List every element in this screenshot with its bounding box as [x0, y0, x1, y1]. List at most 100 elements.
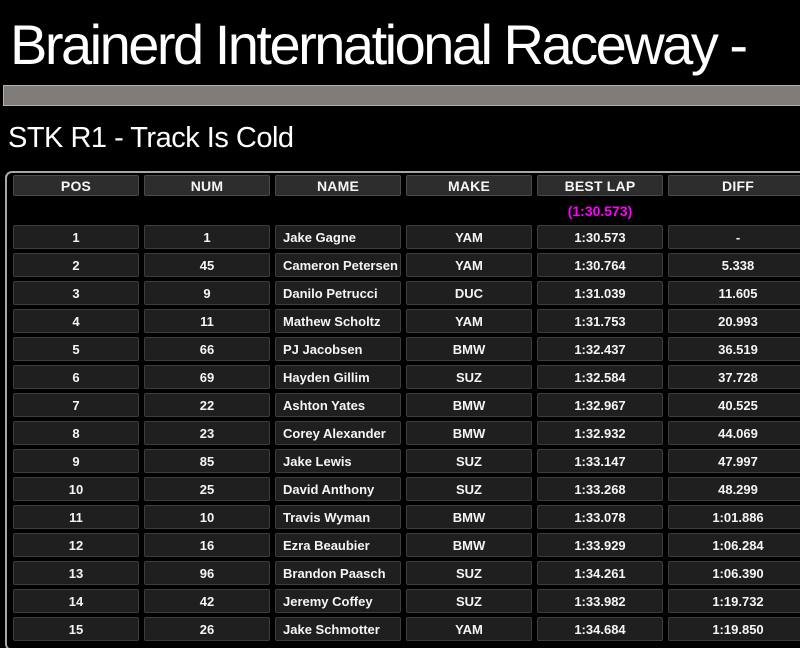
cell-best-lap: 1:31.753 — [537, 309, 663, 333]
cell-name: Jake Gagne — [275, 225, 401, 249]
table-row: 5 66 PJ Jacobsen BMW 1:32.437 36.519 — [13, 337, 800, 361]
cell-make: SUZ — [406, 589, 532, 613]
cell-name: Jeremy Coffey — [275, 589, 401, 613]
cell-pos: 7 — [13, 393, 139, 417]
cell-make: SUZ — [406, 561, 532, 585]
cell-best-lap: 1:32.967 — [537, 393, 663, 417]
cell-best-lap: 1:33.929 — [537, 533, 663, 557]
cell-name: Danilo Petrucci — [275, 281, 401, 305]
cell-best-lap: 1:30.764 — [537, 253, 663, 277]
column-header-name: NAME — [275, 175, 401, 196]
table-row: 15 26 Jake Schmotter YAM 1:34.684 1:19.8… — [13, 617, 800, 641]
cell-name: Cameron Petersen — [275, 253, 401, 277]
cell-diff: 1:19.850 — [668, 617, 800, 641]
cell-diff: 37.728 — [668, 365, 800, 389]
cell-name: Jake Schmotter — [275, 617, 401, 641]
table-row: 7 22 Ashton Yates BMW 1:32.967 40.525 — [13, 393, 800, 417]
cell-make: YAM — [406, 253, 532, 277]
cell-num: 85 — [144, 449, 270, 473]
cell-diff: 20.993 — [668, 309, 800, 333]
results-table: POS NUM NAME MAKE BEST LAP DIFF (1:30.57… — [5, 171, 800, 648]
table-row: 6 69 Hayden Gillim SUZ 1:32.584 37.728 — [13, 365, 800, 389]
cell-num: 25 — [144, 477, 270, 501]
cell-best-lap: 1:31.039 — [537, 281, 663, 305]
cell-pos: 4 — [13, 309, 139, 333]
cell-pos: 11 — [13, 505, 139, 529]
fastest-lap-row: (1:30.573) — [13, 200, 800, 221]
fastest-lap-spacer — [13, 200, 139, 221]
cell-num: 26 — [144, 617, 270, 641]
cell-diff: 1:19.732 — [668, 589, 800, 613]
cell-name: Brandon Paasch — [275, 561, 401, 585]
cell-best-lap: 1:32.932 — [537, 421, 663, 445]
cell-diff: 36.519 — [668, 337, 800, 361]
cell-best-lap: 1:33.147 — [537, 449, 663, 473]
cell-make: YAM — [406, 225, 532, 249]
cell-diff: 1:06.284 — [668, 533, 800, 557]
table-row: 10 25 David Anthony SUZ 1:33.268 48.299 — [13, 477, 800, 501]
cell-name: Jake Lewis — [275, 449, 401, 473]
fastest-lap-spacer — [668, 200, 800, 221]
cell-num: 69 — [144, 365, 270, 389]
cell-num: 1 — [144, 225, 270, 249]
table-row: 2 45 Cameron Petersen YAM 1:30.764 5.338 — [13, 253, 800, 277]
cell-num: 23 — [144, 421, 270, 445]
cell-pos: 10 — [13, 477, 139, 501]
cell-best-lap: 1:34.684 — [537, 617, 663, 641]
cell-num: 42 — [144, 589, 270, 613]
cell-diff: 5.338 — [668, 253, 800, 277]
fastest-lap-spacer — [144, 200, 270, 221]
cell-name: David Anthony — [275, 477, 401, 501]
cell-best-lap: 1:33.268 — [537, 477, 663, 501]
cell-make: SUZ — [406, 449, 532, 473]
cell-diff: 48.299 — [668, 477, 800, 501]
cell-make: BMW — [406, 533, 532, 557]
table-row: 3 9 Danilo Petrucci DUC 1:31.039 11.605 — [13, 281, 800, 305]
cell-diff: 11.605 — [668, 281, 800, 305]
cell-make: SUZ — [406, 365, 532, 389]
cell-diff: 1:01.886 — [668, 505, 800, 529]
cell-best-lap: 1:30.573 — [537, 225, 663, 249]
cell-best-lap: 1:32.584 — [537, 365, 663, 389]
cell-pos: 8 — [13, 421, 139, 445]
table-row: 14 42 Jeremy Coffey SUZ 1:33.982 1:19.73… — [13, 589, 800, 613]
cell-make: YAM — [406, 309, 532, 333]
cell-make: BMW — [406, 505, 532, 529]
cell-pos: 1 — [13, 225, 139, 249]
cell-name: Travis Wyman — [275, 505, 401, 529]
cell-num: 22 — [144, 393, 270, 417]
cell-name: Corey Alexander — [275, 421, 401, 445]
cell-name: Mathew Scholtz — [275, 309, 401, 333]
cell-pos: 2 — [13, 253, 139, 277]
cell-num: 16 — [144, 533, 270, 557]
cell-num: 66 — [144, 337, 270, 361]
page-title: Brainerd International Raceway - — [10, 13, 748, 76]
cell-diff: 44.069 — [668, 421, 800, 445]
cell-make: BMW — [406, 337, 532, 361]
table-header-row: POS NUM NAME MAKE BEST LAP DIFF — [13, 175, 800, 196]
fastest-lap-spacer — [275, 200, 401, 221]
cell-pos: 12 — [13, 533, 139, 557]
session-title: STK R1 - Track Is Cold — [8, 122, 294, 154]
column-header-num: NUM — [144, 175, 270, 196]
table-row: 9 85 Jake Lewis SUZ 1:33.147 47.997 — [13, 449, 800, 473]
cell-make: DUC — [406, 281, 532, 305]
cell-name: PJ Jacobsen — [275, 337, 401, 361]
cell-best-lap: 1:34.261 — [537, 561, 663, 585]
cell-diff: 1:06.390 — [668, 561, 800, 585]
column-header-make: MAKE — [406, 175, 532, 196]
table-row: 4 11 Mathew Scholtz YAM 1:31.753 20.993 — [13, 309, 800, 333]
cell-num: 45 — [144, 253, 270, 277]
cell-pos: 5 — [13, 337, 139, 361]
cell-name: Hayden Gillim — [275, 365, 401, 389]
column-header-diff: DIFF — [668, 175, 800, 196]
cell-num: 11 — [144, 309, 270, 333]
fastest-lap-cell: (1:30.573) — [537, 200, 663, 221]
cell-pos: 6 — [13, 365, 139, 389]
cell-num: 96 — [144, 561, 270, 585]
cell-pos: 9 — [13, 449, 139, 473]
cell-pos: 13 — [13, 561, 139, 585]
cell-num: 10 — [144, 505, 270, 529]
table-row: 12 16 Ezra Beaubier BMW 1:33.929 1:06.28… — [13, 533, 800, 557]
cell-num: 9 — [144, 281, 270, 305]
